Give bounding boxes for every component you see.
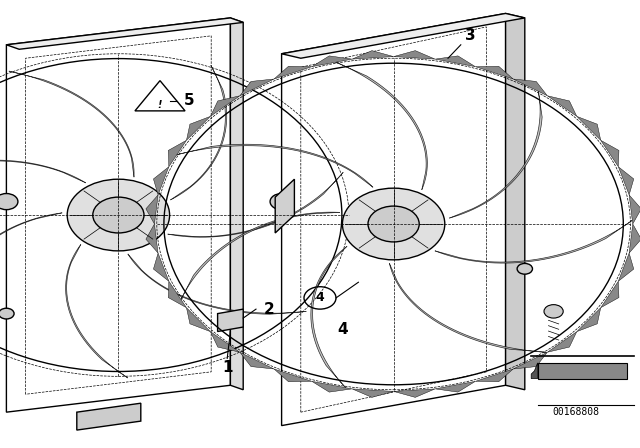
Text: 4: 4 [316, 291, 324, 305]
Polygon shape [629, 224, 640, 253]
Polygon shape [449, 91, 542, 218]
Polygon shape [547, 332, 577, 352]
Polygon shape [186, 116, 211, 140]
Polygon shape [154, 253, 169, 281]
Polygon shape [77, 403, 141, 430]
Polygon shape [146, 195, 158, 224]
Polygon shape [240, 79, 274, 96]
Polygon shape [335, 62, 428, 190]
Polygon shape [0, 160, 86, 185]
Polygon shape [128, 254, 307, 314]
Polygon shape [352, 389, 394, 397]
Text: !: ! [157, 100, 163, 110]
Polygon shape [394, 389, 435, 397]
Circle shape [270, 194, 293, 210]
Polygon shape [601, 281, 619, 308]
Polygon shape [275, 179, 294, 233]
Circle shape [517, 263, 532, 274]
Circle shape [544, 305, 563, 318]
Text: 2: 2 [264, 302, 274, 317]
Circle shape [0, 308, 14, 319]
Polygon shape [531, 363, 538, 379]
Circle shape [93, 197, 144, 233]
Polygon shape [176, 144, 373, 187]
Polygon shape [389, 263, 547, 352]
Polygon shape [66, 245, 128, 378]
Polygon shape [186, 308, 211, 332]
Polygon shape [211, 96, 240, 116]
Polygon shape [577, 308, 601, 332]
Polygon shape [146, 224, 158, 253]
Polygon shape [618, 167, 634, 195]
Polygon shape [274, 369, 312, 382]
Text: 3: 3 [465, 28, 476, 43]
Polygon shape [312, 381, 352, 392]
Polygon shape [218, 309, 243, 332]
Polygon shape [476, 66, 513, 79]
Text: 1: 1 [222, 360, 232, 375]
Polygon shape [513, 79, 547, 96]
Circle shape [342, 188, 445, 260]
Polygon shape [476, 369, 513, 382]
Polygon shape [577, 116, 601, 140]
Polygon shape [154, 167, 169, 195]
Polygon shape [274, 66, 312, 79]
Polygon shape [311, 246, 347, 388]
Polygon shape [601, 140, 619, 167]
Polygon shape [168, 281, 186, 308]
Polygon shape [168, 140, 186, 167]
Polygon shape [394, 51, 435, 59]
Text: 00168808: 00168808 [552, 407, 600, 417]
Polygon shape [170, 65, 227, 200]
Polygon shape [181, 212, 340, 300]
Polygon shape [435, 56, 476, 67]
Polygon shape [435, 220, 632, 263]
Polygon shape [6, 18, 243, 49]
Polygon shape [352, 51, 394, 59]
Polygon shape [240, 352, 274, 369]
Polygon shape [282, 13, 525, 58]
Circle shape [0, 194, 18, 210]
Polygon shape [9, 71, 134, 177]
Polygon shape [506, 13, 525, 390]
Circle shape [368, 206, 419, 242]
Polygon shape [538, 363, 627, 379]
Polygon shape [0, 213, 62, 322]
Polygon shape [211, 332, 240, 352]
Polygon shape [435, 381, 476, 392]
Polygon shape [312, 56, 352, 67]
Polygon shape [230, 18, 243, 390]
Polygon shape [629, 195, 640, 224]
Circle shape [67, 179, 170, 251]
Text: 5: 5 [184, 93, 194, 108]
Polygon shape [547, 96, 577, 116]
Text: 4: 4 [337, 322, 348, 337]
Polygon shape [168, 172, 343, 237]
Polygon shape [618, 253, 634, 281]
Polygon shape [513, 352, 547, 369]
